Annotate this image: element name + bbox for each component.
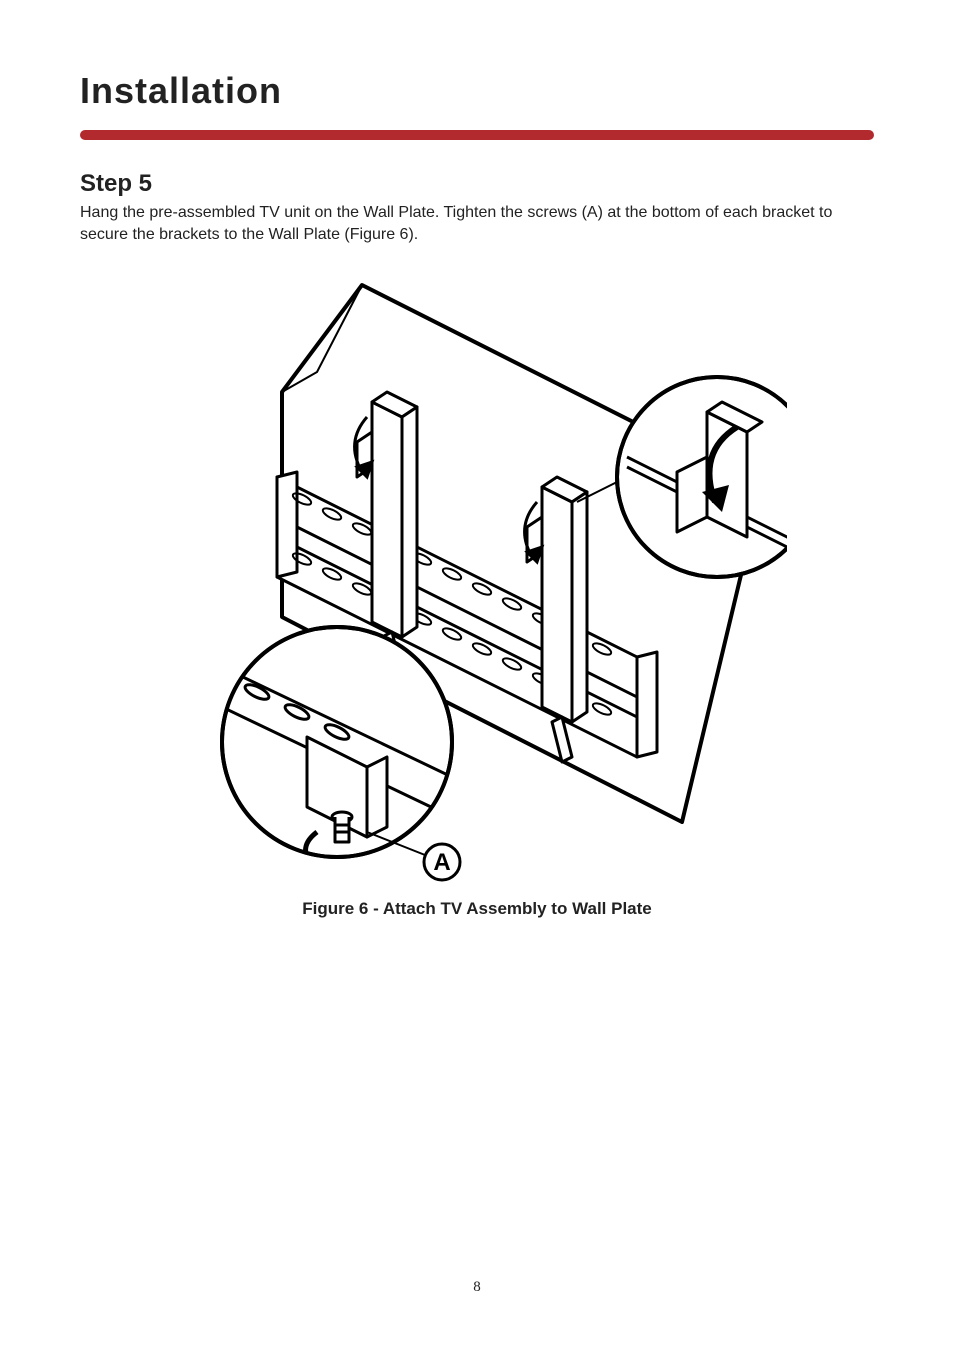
figure-caption: Figure 6 - Attach TV Assembly to Wall Pl… xyxy=(302,899,652,919)
callout-a: A xyxy=(424,844,460,880)
svg-text:A: A xyxy=(433,849,450,876)
step-body: Hang the pre-assembled TV unit on the Wa… xyxy=(80,202,874,247)
figure-container: A Figure 6 - Attach TV Assembly to Wall … xyxy=(80,277,874,919)
installation-diagram: A xyxy=(167,277,787,887)
page-number: 8 xyxy=(0,1279,954,1296)
page-title: Installation xyxy=(80,70,874,112)
section-divider xyxy=(80,130,874,140)
step-heading: Step 5 xyxy=(80,170,874,198)
